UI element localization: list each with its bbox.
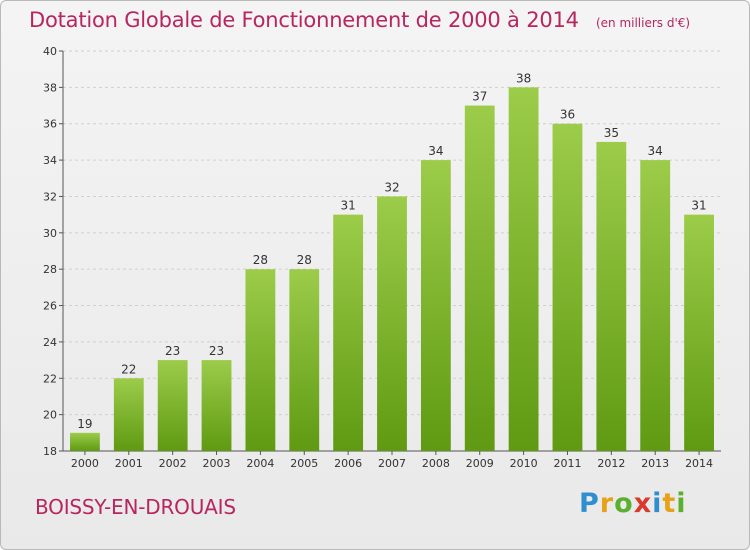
x-tick-label-2005: 2005 [290,457,318,470]
bar-2011 [552,123,583,452]
commune-name: BOISSY-EN-DROUAIS [35,495,236,519]
chart-title-row: Dotation Globale de Fonctionnement de 20… [29,8,690,32]
bar-2002 [157,360,188,451]
data-label-2010: 38 [516,71,531,85]
bar-2006 [333,214,364,451]
y-tick-label: 36 [43,118,57,131]
chart-title: Dotation Globale de Fonctionnement de 20… [29,8,579,32]
bar-2007 [377,196,407,451]
x-tick-label-2010: 2010 [510,457,538,470]
x-tick-label-2012: 2012 [597,457,625,470]
data-label-2005: 28 [297,253,312,267]
x-tick-label-2007: 2007 [378,457,406,470]
data-label-2006: 31 [340,199,355,213]
bar-2000 [70,432,100,451]
y-tick-label: 22 [43,372,57,385]
x-tick-label-2008: 2008 [422,457,450,470]
bar-2003 [201,360,232,451]
bar-2008 [420,160,451,451]
data-label-2009: 37 [472,90,487,104]
y-tick-label: 20 [43,409,57,422]
y-tick-label: 38 [43,81,57,94]
data-label-2002: 23 [165,344,180,358]
data-label-2001: 22 [121,362,136,376]
data-label-2014: 31 [691,199,706,213]
bar-2012 [596,141,627,451]
logo-letter: o [614,488,634,519]
x-tick-label-2001: 2001 [115,457,143,470]
y-tick-label: 24 [43,336,57,349]
x-tick-label-2000: 2000 [71,457,99,470]
y-tick-label: 30 [43,227,57,240]
data-label-2013: 34 [648,144,663,158]
data-label-2004: 28 [253,253,268,267]
data-label-2003: 23 [209,344,224,358]
data-label-2007: 32 [384,180,399,194]
x-tick-label-2014: 2014 [685,457,713,470]
bar-2009 [464,105,495,451]
data-label-2011: 36 [560,108,575,122]
x-tick-label-2006: 2006 [334,457,362,470]
y-tick-label: 28 [43,263,57,276]
x-tick-label-2013: 2013 [641,457,669,470]
logo-letter: i [676,488,687,519]
bar-2010 [508,87,539,451]
chart-unit-label: (en milliers d'€) [595,16,691,30]
bar-2001 [113,378,144,451]
logo-letter: i [652,488,663,519]
x-tick-label-2009: 2009 [466,457,494,470]
bar-2014 [684,214,714,451]
x-tick-label-2003: 2003 [203,457,231,470]
x-tick-label-2002: 2002 [159,457,187,470]
x-tick-label-2004: 2004 [246,457,274,470]
logo-letter: t [662,488,677,519]
bars [70,87,714,452]
data-label-2000: 19 [77,417,92,431]
y-tick-label: 32 [43,190,57,203]
data-label-2008: 34 [428,144,443,158]
bar-2004 [245,269,276,451]
y-tick-label: 34 [43,154,57,167]
logo-letter: r [599,488,615,519]
bar-2013 [640,160,671,451]
data-labels: 19 22 23 23 28 28 31 32 34 37 38 36 35 34 31 [77,71,706,430]
logo-letter: x [633,488,653,519]
proxiti-logo: Proxiti [579,488,687,519]
axes: 18 20 22 24 26 28 30 32 34 36 38 40 2000 2001 2002 2003… [43,45,721,470]
x-tick-label-2011: 2011 [553,457,581,470]
bar-chart: 18 20 22 24 26 28 30 32 34 36 38 40 2000 2001 2002 2003… [43,45,721,470]
logo-letter: P [579,488,600,519]
data-label-2012: 35 [604,126,619,140]
y-tick-label: 18 [43,445,57,458]
y-tick-label: 40 [43,45,57,58]
bar-2005 [289,269,320,451]
y-tick-label: 26 [43,300,57,313]
